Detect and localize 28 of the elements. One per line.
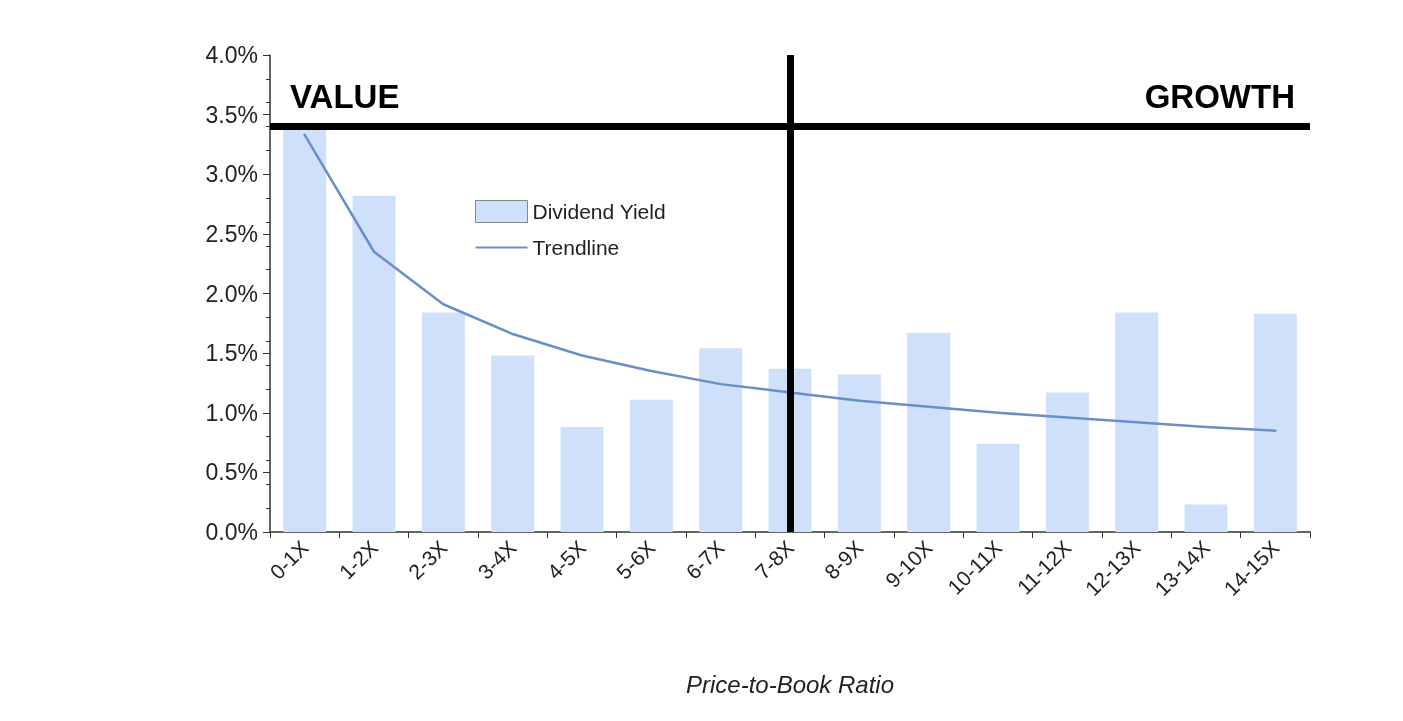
y-tick-label: 0.5% [205,459,258,486]
annotation: GROWTH [1144,78,1296,115]
annotation: VALUE [290,78,400,115]
bar [907,332,951,532]
bar [1115,312,1159,532]
x-axis-title: Price-to-Book Ratio [685,670,895,698]
bar [352,195,396,532]
y-tick-label: 0.0% [205,519,258,545]
y-tick-label: 1.0% [205,399,258,426]
bar [1184,504,1228,532]
y-tick-label: 2.0% [205,280,258,307]
bar [837,374,881,532]
y-tick-label: 3.0% [205,161,258,188]
bar [629,399,673,532]
bar [699,348,743,532]
y-tick-label: 4.0% [205,42,258,68]
legend-label: Dividend Yield [532,200,666,223]
bar [421,312,465,532]
bar [976,443,1020,532]
bar [1253,313,1297,532]
y-tick-label: 3.5% [205,101,258,128]
line-series [303,133,1277,432]
y-tick-label: 1.5% [205,340,258,367]
bar [560,427,604,532]
y-tick-label: 2.5% [205,220,258,247]
bar [1045,392,1089,532]
legend-label: Trendline [532,236,620,259]
bar [491,355,535,532]
